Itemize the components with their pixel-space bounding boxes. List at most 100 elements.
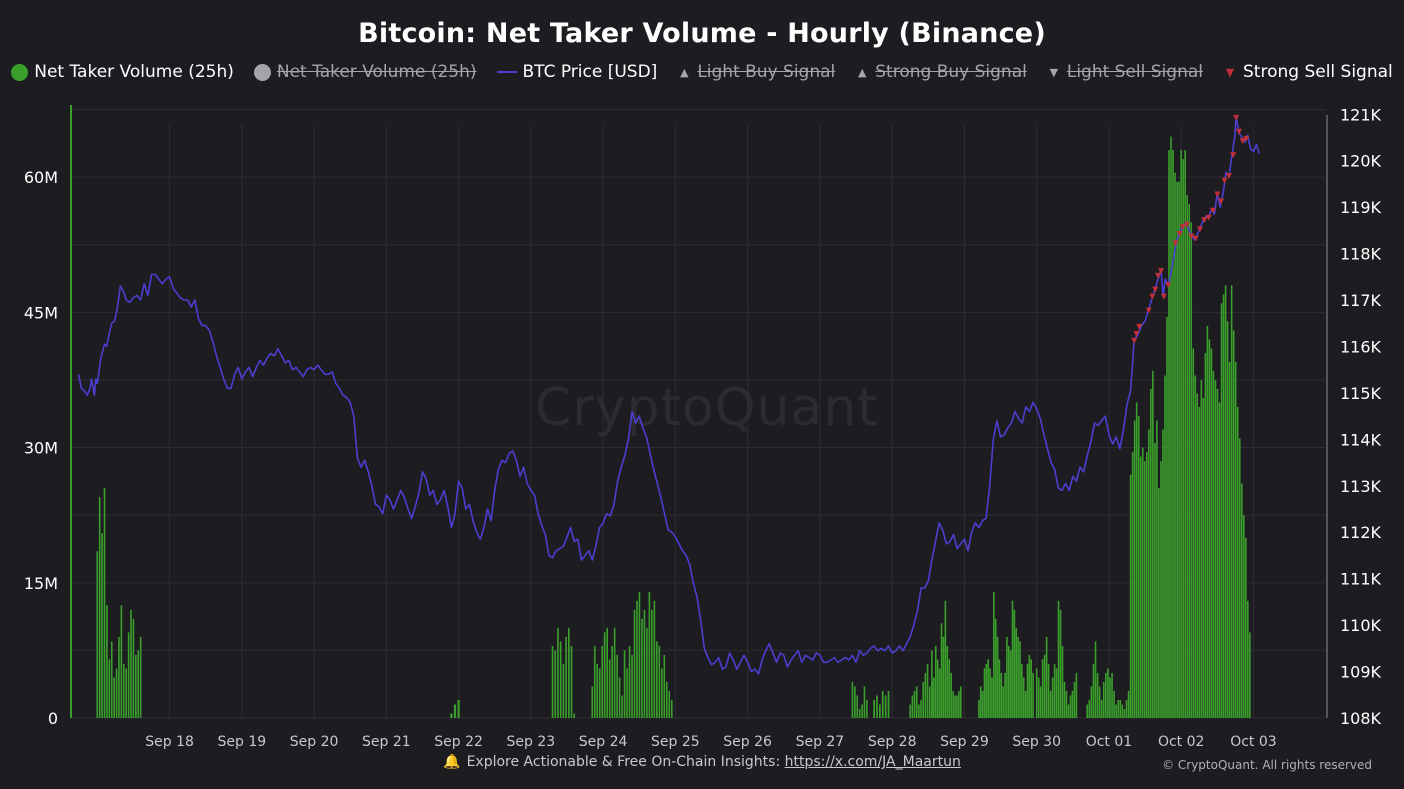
volume-bar (596, 663, 599, 718)
volume-bar (1204, 352, 1207, 718)
y-right-tick-label: 117K (1340, 291, 1382, 310)
x-tick-label: Sep 22 (434, 734, 483, 750)
volume-bar (983, 668, 986, 718)
x-tick-label: Sep 21 (362, 734, 411, 750)
volume-bar (1190, 222, 1193, 719)
volume-bar (1212, 370, 1215, 718)
volume-bar (636, 600, 638, 718)
volume-bar (554, 650, 557, 718)
strong-sell-marker (1149, 293, 1156, 300)
volume-bar (557, 627, 559, 718)
volume-bar (913, 690, 916, 718)
legend-item[interactable]: BTC Price [USD] (496, 62, 657, 82)
legend-dot-icon (253, 63, 271, 81)
volume-bar (936, 659, 939, 718)
volume-bar (866, 699, 868, 718)
volume-bar (608, 659, 611, 718)
volume-bar (1092, 663, 1095, 718)
volume-bar (909, 704, 912, 718)
volume-bar (1230, 285, 1233, 718)
x-tick-label: Sep 29 (940, 734, 989, 750)
volume-bar (1096, 672, 1099, 718)
legend-item[interactable]: Net Taker Volume (25h) (253, 62, 477, 82)
y-right-tick-label: 108K (1340, 709, 1382, 728)
volume-bar (1021, 663, 1023, 718)
volume-bar (1186, 195, 1189, 718)
strong-sell-marker (1196, 226, 1203, 233)
volume-bar (1238, 438, 1241, 718)
volume-bar (1057, 600, 1060, 718)
volume-bar (106, 605, 108, 718)
volume-bar (1015, 627, 1018, 718)
volume-bar (942, 636, 945, 718)
legend-item[interactable]: ▼ Light Sell Signal (1047, 62, 1203, 82)
strong-sell-marker (1155, 272, 1162, 279)
volume-bar (987, 659, 990, 718)
volume-bar (1028, 654, 1031, 718)
triangle-up-icon: ▲ (680, 65, 689, 79)
volume-bar (1178, 181, 1180, 718)
legend-item[interactable]: ▲ Strong Buy Signal (855, 62, 1027, 82)
volume-bar (127, 632, 130, 718)
volume-bar (1009, 650, 1012, 718)
legend-item[interactable]: ▲ Light Buy Signal (677, 62, 835, 82)
volume-bar (1061, 645, 1064, 718)
triangle-up-icon: ▲ (858, 65, 867, 79)
strong-sell-marker (1236, 128, 1243, 135)
volume-bar (559, 641, 562, 718)
volume-bar (1160, 461, 1162, 718)
footer: 🔔 Explore Actionable & Free On-Chain Insi… (0, 754, 1404, 770)
legend-item[interactable]: ▼ Strong Sell Signal (1223, 62, 1393, 82)
volume-bar (603, 632, 606, 718)
volume-bar (1039, 686, 1042, 718)
volume-bar (646, 627, 648, 718)
volume-bar (1119, 699, 1122, 718)
volume-bar (565, 636, 567, 718)
y-left-tick-label: 45M (24, 303, 58, 322)
volume-bar (1188, 204, 1191, 719)
volume-bar (1043, 654, 1046, 718)
volume-bar (952, 690, 954, 718)
volume-bar (1000, 672, 1003, 718)
volume-bar (858, 708, 861, 718)
volume-bar (946, 645, 949, 718)
volume-bar (934, 645, 937, 718)
volume-bar (1041, 659, 1044, 718)
volume-bar (1152, 370, 1154, 718)
volume-bar (1049, 690, 1052, 718)
legend-item[interactable]: Net Taker Volume (25h) (11, 62, 234, 82)
strong-sell-marker (1133, 330, 1140, 337)
footer-link[interactable]: https://x.com/JA_Maartun (784, 754, 961, 770)
volume-bar (931, 650, 933, 718)
volume-bar (1069, 695, 1072, 718)
volume-bar (1226, 321, 1229, 718)
volume-bar (668, 690, 671, 718)
volume-bar (1236, 406, 1239, 718)
y-right-tick-label: 113K (1340, 477, 1382, 496)
volume-bar (626, 668, 628, 718)
y-right-tick-label: 114K (1340, 430, 1382, 449)
volume-bar (1234, 361, 1237, 718)
volume-bar (1192, 348, 1195, 718)
volume-bar (1007, 645, 1010, 718)
volume-bar (651, 609, 653, 718)
volume-bar (926, 663, 929, 718)
volume-bar (933, 677, 935, 718)
volume-bar (1168, 150, 1170, 718)
volume-bar (1063, 681, 1066, 718)
strong-sell-marker (1188, 233, 1195, 240)
x-tick-label: Sep 25 (651, 734, 700, 750)
volume-bar (1088, 699, 1091, 718)
volume-bar (598, 668, 601, 718)
strong-sell-marker (1172, 240, 1179, 247)
x-tick-label: Oct 03 (1230, 734, 1276, 750)
volume-bar (1098, 686, 1101, 718)
y-left-tick-label: 30M (24, 439, 58, 458)
volume-bar (1245, 537, 1247, 718)
strong-sell-marker (1214, 191, 1221, 198)
volume-bar (881, 690, 884, 718)
volume-bar (1172, 150, 1174, 718)
volume-bar (633, 609, 636, 718)
volume-bar (1210, 348, 1213, 718)
volume-bar (911, 695, 914, 718)
